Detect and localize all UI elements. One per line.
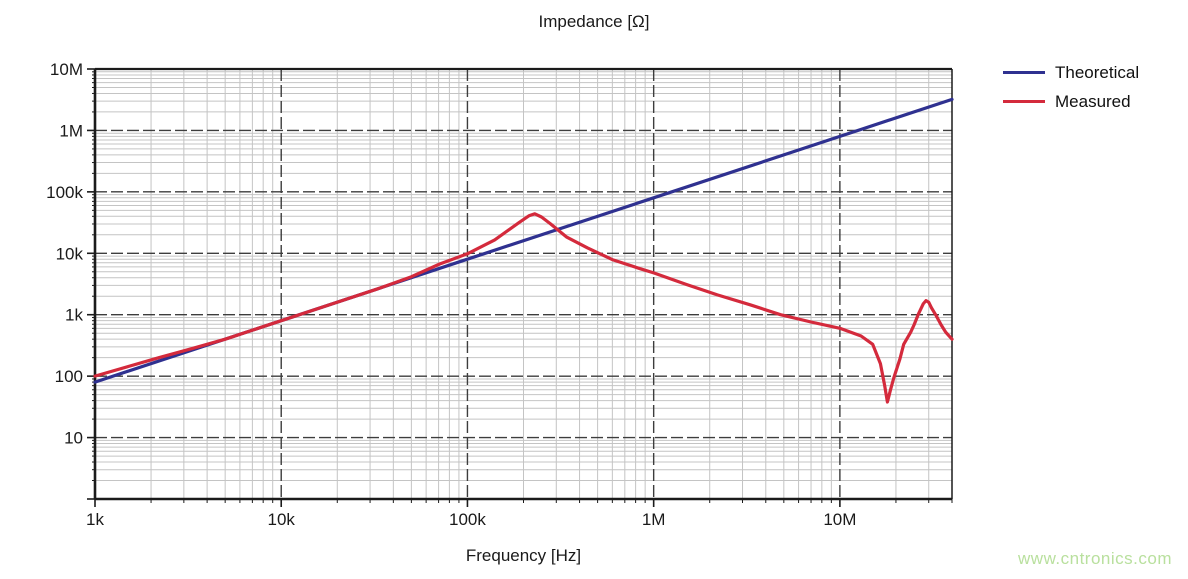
y-tick-label: 1k — [65, 306, 83, 325]
legend-row-theoretical: Theoretical — [1003, 62, 1139, 83]
y-tick-label: 1M — [59, 121, 83, 140]
y-tick-label: 10 — [64, 429, 83, 448]
y-tick-label: 10M — [50, 60, 83, 79]
x-tick-label: 10k — [268, 510, 296, 529]
chart-title: Impedance [Ω] — [538, 12, 650, 31]
x-tick-label: 10M — [823, 510, 856, 529]
legend-label: Theoretical — [1055, 62, 1140, 82]
x-tick-label: 1k — [86, 510, 104, 529]
legend-line-swatch — [1003, 100, 1045, 103]
watermark-text: www.cntronics.com — [1018, 549, 1172, 568]
x-axis-label: Frequency [Hz] — [465, 546, 582, 565]
y-tick-label: 10k — [56, 244, 84, 263]
legend-label: Measured — [1055, 91, 1131, 111]
legend-row-measured: Measured — [1003, 91, 1139, 112]
x-tick-label: 1M — [642, 510, 666, 529]
legend: Theoretical Measured — [1003, 62, 1139, 112]
measured-curve — [93, 212, 954, 404]
y-tick-label: 100k — [46, 183, 83, 202]
x-tick-label: 100k — [449, 510, 486, 529]
y-tick-label: 100 — [55, 367, 83, 386]
legend-line-swatch — [1003, 71, 1045, 74]
